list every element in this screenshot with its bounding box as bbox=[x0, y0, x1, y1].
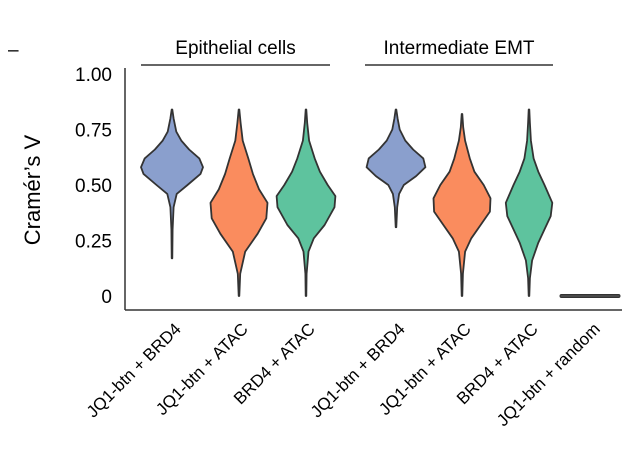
y-tick-label: 1.00 bbox=[75, 65, 112, 86]
y-tick-label: 0.50 bbox=[75, 176, 112, 197]
y-axis: 0 0.25 0.50 0.75 1.00 bbox=[75, 65, 622, 311]
y-tick-label: 0.25 bbox=[75, 232, 112, 253]
group-label: Epithelial cells bbox=[175, 38, 295, 59]
y-tick-label: 0 bbox=[101, 287, 112, 308]
group-label: Intermediate EMT bbox=[384, 38, 535, 59]
group-brackets: Epithelial cells Intermediate EMT bbox=[141, 38, 553, 66]
violin-mark bbox=[365, 108, 427, 229]
violin-mark bbox=[209, 108, 269, 297]
violin-mark bbox=[559, 294, 621, 298]
violins bbox=[140, 108, 621, 298]
violin-mark bbox=[140, 108, 204, 260]
y-tick-label: 0.75 bbox=[75, 121, 112, 142]
x-tick-label: JQ1-btn + random bbox=[493, 319, 604, 430]
y-axis-title: Cramér’s V bbox=[20, 134, 45, 245]
violin-mark bbox=[432, 113, 492, 297]
violin-mark bbox=[275, 108, 337, 297]
legend-mark: – bbox=[8, 40, 19, 61]
violin-mark bbox=[504, 108, 554, 297]
